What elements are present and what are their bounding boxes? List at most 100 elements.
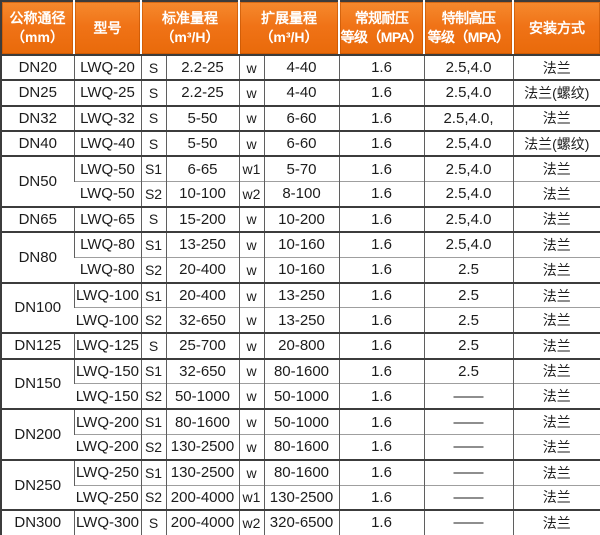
cell-w: w (238, 79, 264, 106)
cell-s: S1 (140, 155, 166, 182)
cell-s: S1 (140, 357, 166, 384)
table-row: DN150 LWQ-150 S1 32-650 w 80-1600 1.6 2.5 法兰 (1, 357, 600, 410)
cell-std: 5-50 (165, 129, 239, 157)
cell-high: 2.5 (423, 281, 513, 308)
cell-high: 2.5,4.0 (423, 53, 513, 81)
cell-install: 法兰 (512, 205, 600, 233)
cell-reg: 1.6 (338, 231, 424, 258)
cell-install: 法兰(螺纹) (512, 79, 600, 106)
cell-model: LWQ-200 (73, 408, 141, 435)
cell-high: 2.5 (423, 256, 513, 283)
cell-ext: 50-1000 (263, 408, 339, 435)
cell-reg: 1.6 (338, 433, 424, 460)
table-header: 公称通径 （mm） 型号 标准量程 （m³/H） 扩展量程 （m³/H） 常规耐… (1, 1, 600, 56)
cell-std: 2.2-25 (165, 53, 239, 81)
cell-nominal-diameter: DN32 (1, 104, 74, 131)
table-row: LWQ-200 S2 130-2500 w 80-1600 1.6 —— 法兰 (1, 433, 600, 460)
table-row: DN25 LWQ-25 S 2.2-25 w 4-40 1.6 2.5,4.0 法兰(螺纹) (1, 79, 600, 106)
header-standard-range-line1: 标准量程 (162, 10, 218, 27)
cell-w: w (238, 408, 264, 435)
cell-nominal-diameter: DN20 (1, 53, 74, 81)
cell-std: 15-200 (165, 205, 239, 233)
header-high-pressure: 特制高压 等级（MPA） (423, 1, 513, 56)
cell-reg: 1.6 (338, 104, 424, 131)
cell-nominal-diameter: DN125 (1, 332, 74, 359)
cell-nominal-diameter: DN250 (1, 458, 74, 511)
cell-std: 130-2500 (165, 433, 239, 460)
table-row: DN40 LWQ-40 S 5-50 w 6-60 1.6 2.5,4.0 法兰(螺纹) (1, 129, 600, 157)
cell-model: LWQ-250 (74, 484, 141, 511)
table-row: LWQ-150 S2 50-1000 w 50-1000 1.6 —— 法兰 (1, 383, 600, 410)
cell-ext: 80-1600 (263, 458, 339, 486)
cell-model: LWQ-50 (73, 155, 141, 182)
table-row: DN65 LWQ-65 S 15-200 w 10-200 1.6 2.5,4.0 法兰 (1, 205, 600, 233)
table-row: LWQ-50 S2 10-100 w2 8-100 1.6 2.5,4.0 法兰 (1, 180, 600, 207)
cell-reg: 1.6 (338, 155, 424, 182)
cell-model: LWQ-40 (73, 129, 141, 157)
cell-w: w (238, 332, 264, 359)
cell-install: 法兰 (512, 484, 600, 511)
cell-s: S2 (140, 433, 166, 460)
cell-nominal-diameter: DN80 (1, 231, 74, 283)
header-model: 型号 (73, 1, 141, 56)
spec-table-body: DN20 LWQ-20 S 2.2-25 w 4-40 1.6 2.5,4.0 法兰 DN25 LW… (1, 53, 600, 535)
cell-w: w (238, 357, 264, 384)
cell-w: w2 (238, 180, 264, 207)
cell-install: 法兰 (512, 53, 600, 81)
cell-ext: 4-40 (263, 53, 339, 81)
cell-std: 32-650 (165, 307, 239, 334)
header-regular-pressure: 常规耐压 等级（MPA） (338, 1, 424, 56)
cell-nominal-diameter: DN300 (1, 509, 74, 535)
cell-high: 2.5,4.0 (423, 231, 513, 258)
cell-std: 13-250 (165, 231, 239, 258)
cell-install: 法兰 (512, 231, 600, 258)
header-regular-pressure-line1: 常规耐压 (354, 10, 409, 27)
cell-w: w (238, 383, 264, 410)
header-nominal-diameter-line2: （mm） (11, 29, 64, 45)
cell-reg: 1.6 (338, 408, 424, 435)
cell-model: LWQ-150 (73, 357, 141, 384)
cell-model: LWQ-50 (74, 180, 141, 207)
cell-s: S (140, 53, 166, 81)
cell-high: 2.5,4.0 (423, 79, 513, 106)
cell-w: w (238, 281, 264, 308)
cell-reg: 1.6 (338, 281, 424, 308)
cell-ext: 8-100 (263, 180, 339, 207)
table-row: DN100 LWQ-100 S1 20-400 w 13-250 1.6 2.5 法兰 (1, 281, 600, 334)
cell-s: S2 (140, 383, 166, 410)
cell-s: S (140, 129, 166, 157)
cell-std: 80-1600 (165, 408, 239, 435)
cell-model: LWQ-300 (73, 509, 141, 535)
cell-reg: 1.6 (338, 53, 424, 81)
cell-model: LWQ-250 (73, 458, 141, 486)
cell-high: 2.5,4.0, (423, 104, 513, 131)
cell-model: LWQ-65 (73, 205, 141, 233)
cell-s: S2 (140, 307, 166, 334)
header-high-pressure-line2: 等级（MPA） (427, 29, 510, 45)
table-row: LWQ-250 S2 200-4000 w1 130-2500 1.6 —— 法兰 (1, 484, 600, 511)
table-row: DN200 LWQ-200 S1 80-1600 w 50-1000 1.6 —— 法兰 (1, 408, 600, 460)
cell-std: 6-65 (165, 155, 239, 182)
cell-s: S2 (140, 180, 166, 207)
cell-ext: 50-1000 (263, 383, 339, 410)
cell-high: 2.5 (423, 332, 513, 359)
cell-ext: 80-1600 (263, 357, 339, 384)
cell-ext: 4-40 (263, 79, 339, 106)
cell-reg: 1.6 (338, 205, 424, 233)
cell-nominal-diameter: DN65 (1, 205, 74, 233)
cell-std: 50-1000 (165, 383, 239, 410)
cell-nominal-diameter: DN200 (1, 408, 74, 460)
cell-ext: 10-160 (263, 231, 339, 258)
cell-high: —— (423, 509, 513, 535)
cell-ext: 5-70 (263, 155, 339, 182)
cell-std: 200-4000 (165, 509, 239, 535)
header-extended-range: 扩展量程 （m³/H） (238, 1, 339, 56)
cell-install: 法兰 (512, 155, 600, 182)
cell-s: S1 (140, 281, 166, 308)
cell-install: 法兰 (512, 509, 600, 535)
cell-high: —— (423, 458, 513, 486)
cell-reg: 1.6 (338, 509, 424, 535)
cell-model: LWQ-80 (73, 231, 141, 258)
cell-install: 法兰 (512, 180, 600, 207)
